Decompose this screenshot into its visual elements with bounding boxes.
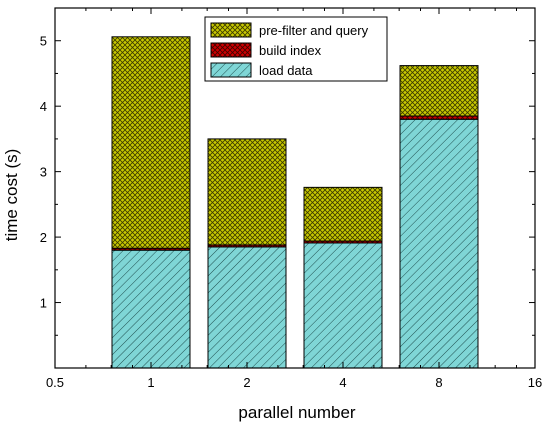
legend: pre-filter and query build index load data xyxy=(204,16,388,82)
y-tick-label-4: 4 xyxy=(40,99,47,114)
x-axis-title: parallel number xyxy=(238,403,356,422)
x-tick-label-8: 8 xyxy=(435,375,442,390)
bars-group xyxy=(111,36,479,369)
legend-swatch-pre-filter-and-query xyxy=(210,22,252,38)
tick-labels-group: 1 2 3 4 5 0.5 1 2 4 8 16 xyxy=(40,34,542,390)
y-axis-title: time cost (s) xyxy=(2,149,21,242)
legend-label-pre-filter-and-query: pre-filter and query xyxy=(259,23,369,38)
legend-label-load-data: load data xyxy=(259,63,313,78)
x-tick-label-2: 2 xyxy=(243,375,250,390)
bar-load-data-8 xyxy=(399,118,479,369)
y-tick-label-1: 1 xyxy=(40,296,47,311)
legend-label-build-index: build index xyxy=(259,43,322,58)
bar-pre-filter-and-query-8 xyxy=(399,65,479,117)
axes-group xyxy=(54,7,536,369)
y-tick-label-2: 2 xyxy=(40,230,47,245)
bar-load-data-1 xyxy=(111,249,191,369)
legend-swatch-build-index xyxy=(210,42,252,58)
y-tick-label-5: 5 xyxy=(40,34,47,49)
x-tick-label-1: 1 xyxy=(147,375,154,390)
x-tick-label-16: 16 xyxy=(528,375,542,390)
x-tick-label-4: 4 xyxy=(339,375,346,390)
legend-swatch-load-data xyxy=(210,62,252,78)
bar-pre-filter-and-query-2 xyxy=(207,138,287,246)
plot-frame xyxy=(54,7,536,369)
bar-load-data-2 xyxy=(207,246,287,369)
bar-load-data-4 xyxy=(303,242,383,369)
y-tick-label-3: 3 xyxy=(40,165,47,180)
bar-pre-filter-and-query-1 xyxy=(111,36,191,249)
x-tick-label-0.5: 0.5 xyxy=(46,375,64,390)
bar-pre-filter-and-query-4 xyxy=(303,186,383,242)
